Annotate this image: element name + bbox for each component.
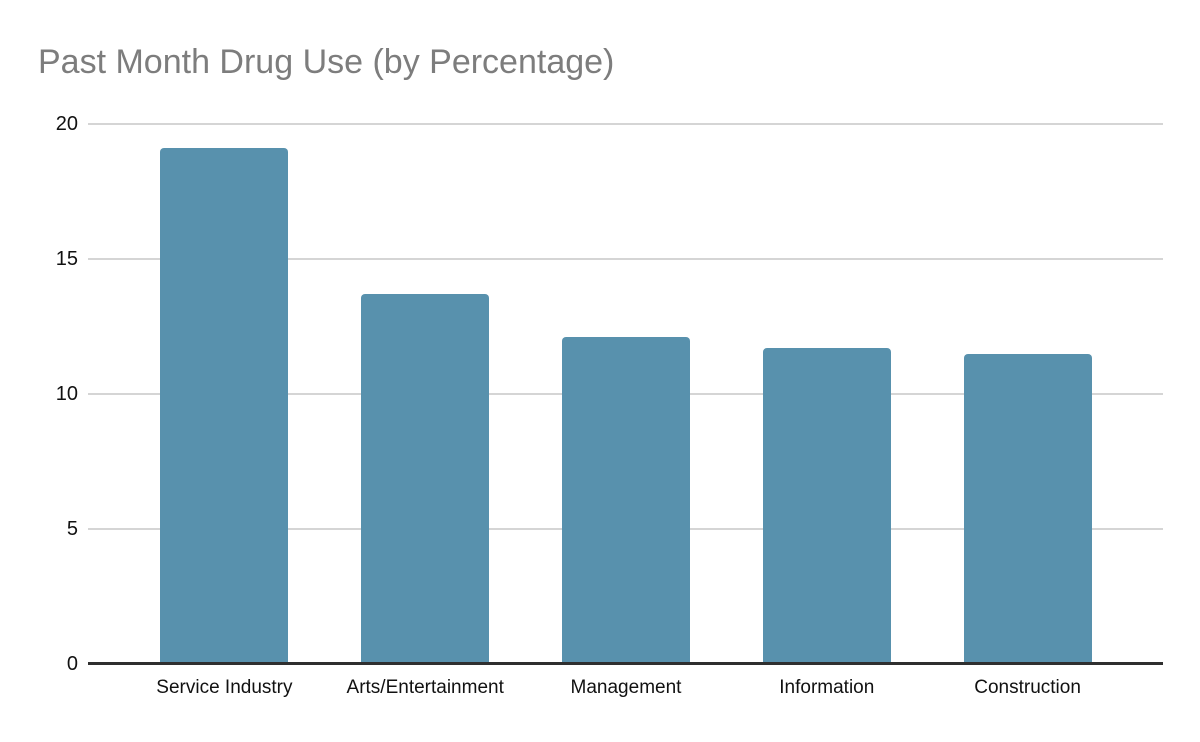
- y-tick-label: 5: [66, 518, 78, 540]
- bar-slot: [927, 124, 1128, 664]
- x-category-label: Construction: [974, 677, 1081, 698]
- y-tick-label: 10: [55, 383, 78, 405]
- bar-slot: [526, 124, 727, 664]
- x-category-label: Management: [570, 677, 682, 698]
- y-tick-label: 20: [55, 113, 78, 135]
- bars-row: [124, 124, 1128, 664]
- bar: [361, 294, 490, 664]
- bar-slot: [325, 124, 526, 664]
- bar: [963, 353, 1092, 664]
- plot-area: [88, 123, 1163, 665]
- bar-slot: [124, 124, 325, 664]
- x-category-label: Arts/Entertainment: [346, 677, 504, 698]
- y-axis-labels: 0 5 10 15 20: [0, 113, 78, 675]
- bar-slot: [726, 124, 927, 664]
- bar: [762, 348, 891, 664]
- bar: [561, 337, 690, 664]
- bar: [160, 148, 289, 664]
- x-category-label: Service Industry: [156, 677, 293, 698]
- y-tick-label: 0: [66, 653, 78, 675]
- gridline: [88, 123, 1163, 125]
- gridline: [88, 258, 1163, 260]
- chart-title: Past Month Drug Use (by Percentage): [38, 43, 615, 81]
- x-axis-line: [88, 662, 1163, 665]
- x-axis-labels: Service Industry Arts/Entertainment Manage…: [124, 676, 1128, 700]
- y-tick-label: 15: [55, 248, 78, 270]
- x-category-label: Information: [779, 677, 875, 698]
